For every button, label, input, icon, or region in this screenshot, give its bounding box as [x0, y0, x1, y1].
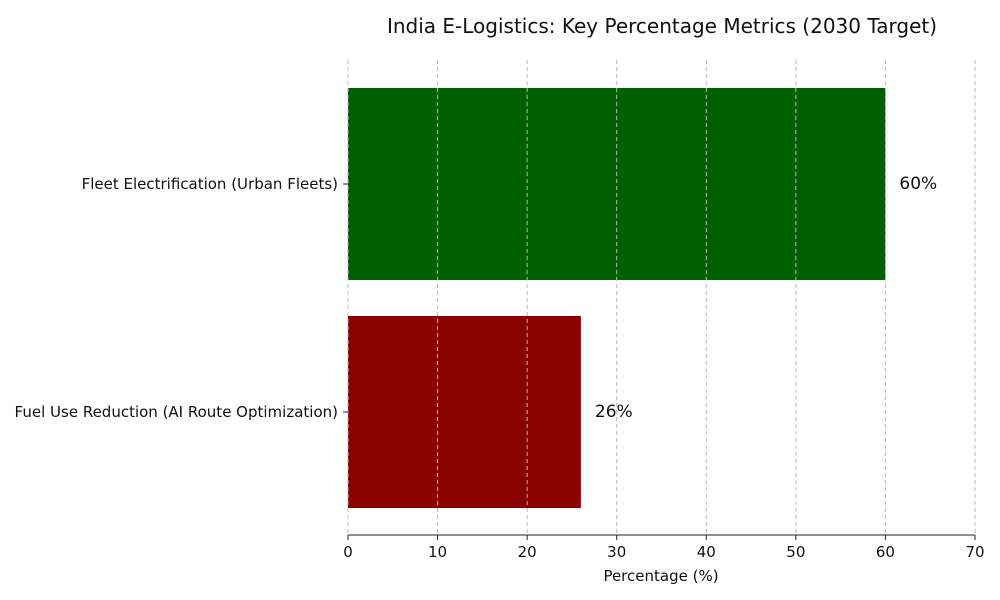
x-axis: 0 10 20 30 40 50 60 70: [343, 183, 985, 561]
bar-2: [348, 316, 581, 508]
x-axis-title: Percentage (%): [603, 567, 718, 585]
x-tick-label: 40: [697, 543, 716, 561]
data-label: 26%: [595, 402, 633, 422]
labels: Fleet Electrification (Urban Fleets) 60% F…: [15, 174, 938, 422]
x-tick-label: 50: [786, 543, 805, 561]
x-tick-label: 20: [518, 543, 537, 561]
x-tick-label: 30: [607, 543, 626, 561]
grid: [347, 60, 976, 535]
category-label: Fleet Electrification (Urban Fleets): [82, 175, 338, 193]
chart-title: India E-Logistics: Key Percentage Metric…: [387, 14, 937, 38]
x-tick-label: 0: [343, 543, 353, 561]
x-tick-label: 60: [876, 543, 895, 561]
x-tick-label: 70: [965, 543, 984, 561]
data-label: 60%: [899, 174, 937, 194]
category-label: Fuel Use Reduction (AI Route Optimizatio…: [15, 403, 338, 421]
x-tick-label: 10: [428, 543, 447, 561]
